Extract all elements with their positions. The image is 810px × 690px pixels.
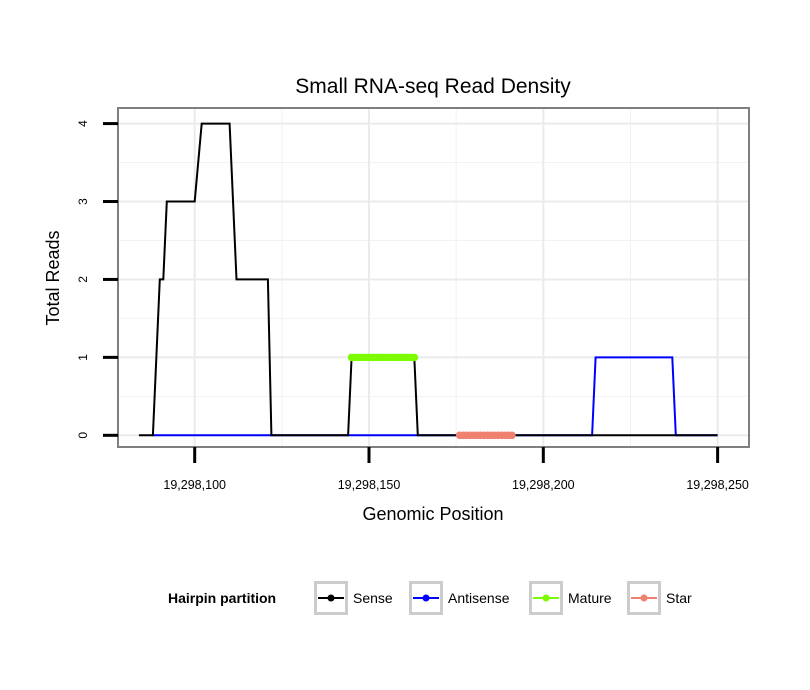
legend-key-dot bbox=[327, 594, 335, 602]
legend-label-antisense: Antisense bbox=[448, 590, 510, 606]
chart-title: Small RNA-seq Read Density bbox=[295, 75, 571, 98]
x-axis-label: Genomic Position bbox=[362, 504, 503, 524]
legend-label-mature: Mature bbox=[568, 590, 612, 606]
y-tick-label: 2 bbox=[76, 276, 90, 283]
y-tick-label: 4 bbox=[76, 120, 90, 127]
x-tick-label: 19,298,200 bbox=[512, 478, 575, 492]
legend-key-star bbox=[627, 581, 661, 615]
y-tick-label: 0 bbox=[76, 432, 90, 439]
legend-label-star: Star bbox=[666, 590, 692, 606]
x-tick-label: 19,298,250 bbox=[686, 478, 749, 492]
legend-label-sense: Sense bbox=[353, 590, 393, 606]
plot-panel bbox=[118, 108, 749, 447]
y-axis-label: Total Reads bbox=[43, 230, 63, 325]
legend: Hairpin partition Sense Antisense Mature Sta… bbox=[168, 581, 692, 615]
legend-title: Hairpin partition bbox=[168, 590, 276, 606]
legend-key-antisense bbox=[409, 581, 443, 615]
y-tick-label: 1 bbox=[76, 354, 90, 361]
series-point-mature bbox=[410, 353, 419, 362]
legend-key-dot bbox=[640, 594, 648, 602]
y-tick-label: 3 bbox=[76, 198, 90, 205]
legend-key-dot bbox=[422, 594, 430, 602]
legend-key-dot bbox=[542, 594, 550, 602]
x-tick-label: 19,298,150 bbox=[338, 478, 401, 492]
legend-key-sense bbox=[314, 581, 348, 615]
x-tick-label: 19,298,100 bbox=[163, 478, 226, 492]
legend-key-mature bbox=[529, 581, 563, 615]
series-point-star bbox=[508, 431, 516, 440]
panel-border bbox=[117, 107, 750, 448]
